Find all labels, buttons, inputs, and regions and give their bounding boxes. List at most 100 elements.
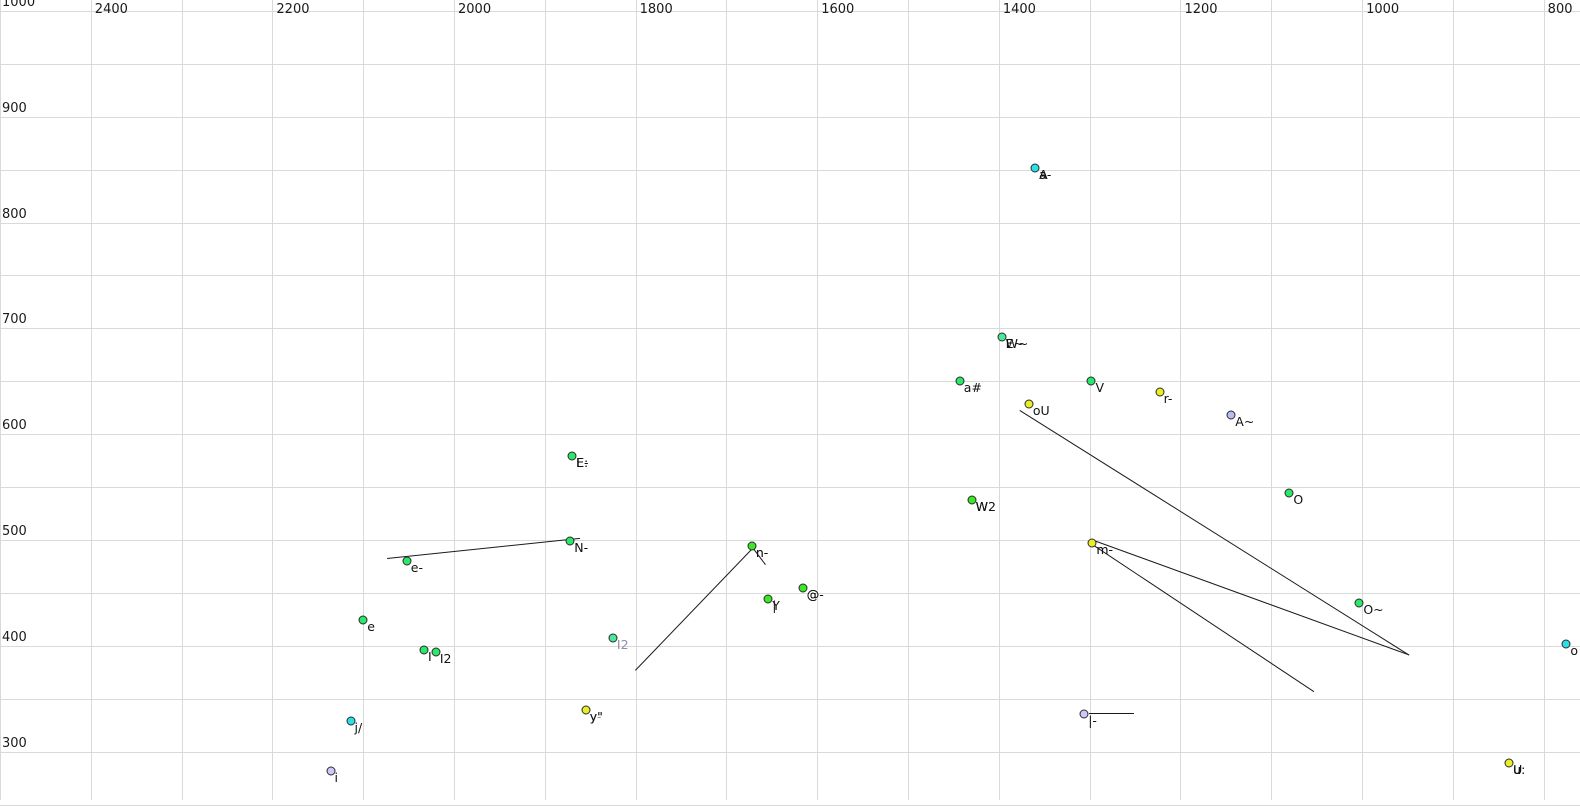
data-point-marker[interactable]	[763, 594, 773, 604]
grid-line-vertical	[91, 0, 92, 800]
data-point-marker[interactable]	[1079, 709, 1089, 719]
point-label: n-	[755, 544, 769, 560]
point-label: @	[806, 587, 820, 603]
grid-line-horizontal	[0, 64, 1580, 65]
point-label: u	[1513, 761, 1522, 777]
grid-line-vertical	[1544, 0, 1545, 800]
grid-line-horizontal	[0, 117, 1580, 118]
x-axis-tick-label: 1200	[1184, 2, 1218, 17]
data-point-marker[interactable]	[1086, 376, 1096, 386]
data-point-marker[interactable]	[431, 647, 441, 657]
data-point-marker[interactable]	[1226, 410, 1236, 420]
connector-line	[386, 538, 580, 560]
data-point-marker[interactable]	[1030, 163, 1040, 173]
point-label: E:	[576, 454, 589, 470]
grid-line-vertical	[1180, 0, 1181, 800]
point-label: r-	[1163, 391, 1173, 407]
grid-line-horizontal	[0, 170, 1580, 171]
grid-line-vertical	[636, 0, 637, 800]
point-label: y	[589, 708, 598, 724]
point-label: A~	[1235, 414, 1255, 430]
point-label: u:	[1513, 761, 1526, 777]
x-axis-tick-label: 1600	[821, 2, 855, 17]
point-label: i	[334, 770, 338, 786]
point-label: Y	[772, 597, 780, 613]
point-label: N-	[574, 540, 589, 556]
point-label: m-	[1096, 541, 1114, 557]
x-axis-tick-label: 2200	[276, 2, 310, 17]
point-label: W~	[1005, 335, 1029, 351]
data-point-marker[interactable]	[997, 332, 1007, 342]
y-axis-tick-label: 400	[2, 630, 27, 646]
grid-line-vertical	[999, 0, 1000, 800]
data-point-marker[interactable]	[565, 536, 575, 546]
point-label: e-	[410, 559, 423, 575]
point-label: O~	[1363, 601, 1384, 617]
data-point-marker[interactable]	[1087, 538, 1097, 548]
grid-line-horizontal	[0, 11, 1580, 12]
data-point-marker[interactable]	[1504, 758, 1514, 768]
connector-line	[1090, 542, 1315, 692]
point-label: j/	[354, 719, 363, 735]
data-point-marker[interactable]	[419, 645, 429, 655]
point-label: O	[1293, 491, 1304, 507]
y-axis-tick-label: 900	[2, 100, 27, 116]
data-point-marker[interactable]	[1561, 639, 1571, 649]
data-point-marker[interactable]	[567, 451, 577, 461]
data-point-marker[interactable]	[747, 541, 757, 551]
grid-line-horizontal	[0, 593, 1580, 594]
grid-line-vertical	[1090, 0, 1091, 800]
data-point-marker[interactable]	[1284, 488, 1294, 498]
point-label: @-	[806, 587, 824, 603]
point-label: a-	[1039, 167, 1052, 183]
data-point-marker[interactable]	[326, 766, 336, 776]
y-axis-tick-label: 1000	[2, 0, 36, 10]
point-label: W	[975, 499, 988, 515]
grid-line-vertical	[363, 0, 364, 800]
data-point-marker[interactable]	[967, 495, 977, 505]
grid-line-horizontal	[0, 752, 1580, 753]
y-axis-tick-label: 800	[2, 206, 27, 222]
grid-line-horizontal	[0, 328, 1580, 329]
grid-line-vertical	[545, 0, 546, 800]
point-label: I	[428, 648, 432, 664]
y-axis-tick-label: 600	[2, 418, 27, 434]
data-point-marker[interactable]	[798, 583, 808, 593]
point-label: a#	[963, 380, 982, 396]
grid-line-horizontal	[0, 381, 1580, 382]
point-label: y"	[589, 708, 603, 724]
grid-line-horizontal	[0, 434, 1580, 435]
data-point-marker[interactable]	[955, 376, 965, 386]
x-axis-tick-label: 2400	[94, 2, 128, 17]
grid-line-horizontal	[0, 487, 1580, 488]
data-point-marker[interactable]	[402, 556, 412, 566]
point-label: I2	[439, 650, 452, 666]
grid-line-vertical	[817, 0, 818, 800]
grid-line-horizontal	[0, 646, 1580, 647]
point-label: y"	[589, 708, 603, 724]
point-label: E~	[1005, 335, 1024, 351]
grid-line-horizontal	[0, 275, 1580, 276]
data-point-marker[interactable]	[1354, 598, 1364, 608]
point-label: y-	[589, 708, 602, 724]
point-label: |-	[1088, 713, 1097, 729]
data-point-marker[interactable]	[608, 633, 618, 643]
grid-line-horizontal	[0, 699, 1580, 700]
grid-line-vertical	[0, 0, 1, 800]
data-point-marker[interactable]	[581, 705, 591, 715]
point-label: y	[589, 708, 598, 724]
grid-line-vertical	[182, 0, 183, 800]
x-axis-tick-label: 1800	[639, 2, 673, 17]
point-label: e	[367, 618, 375, 634]
connector-line	[1019, 410, 1410, 656]
y-axis-tick-label: 500	[2, 524, 27, 540]
grid-line-vertical	[1362, 0, 1363, 800]
data-point-marker[interactable]	[1155, 387, 1165, 397]
data-point-marker[interactable]	[1024, 399, 1034, 409]
data-point-marker[interactable]	[358, 615, 368, 625]
grid-line-vertical	[908, 0, 909, 800]
grid-line-horizontal	[0, 223, 1580, 224]
point-label: E	[576, 454, 584, 470]
data-point-marker[interactable]	[346, 716, 355, 726]
